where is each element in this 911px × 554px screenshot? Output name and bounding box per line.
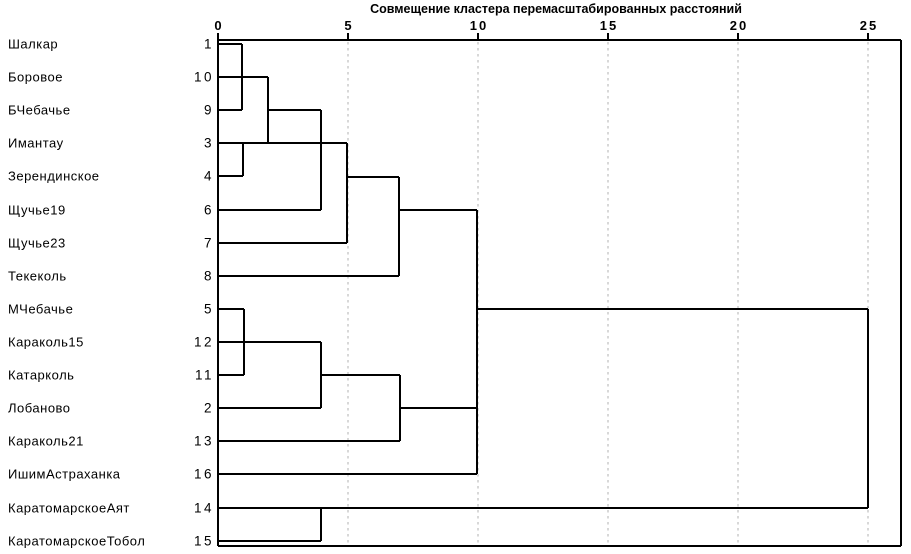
leaf-case-number: 10	[194, 70, 214, 85]
leaf-label: Имантау	[8, 136, 64, 151]
leaf-label: Щучье23	[8, 236, 66, 251]
leaf-case-number: 15	[194, 534, 214, 549]
leaf-case-number: 8	[204, 269, 214, 284]
leaf-case-number: 4	[204, 169, 214, 184]
leaf-case-number: 3	[204, 136, 214, 151]
leaf-label: Караколь21	[8, 434, 84, 449]
axis-frame-layer	[217, 33, 902, 547]
leaf-label: Шалкар	[8, 37, 58, 52]
leaf-case-number: 12	[194, 335, 214, 350]
axis-tick-label: 0	[214, 18, 223, 33]
axis-tick-label: 20	[730, 18, 748, 33]
leaf-case-number: 9	[204, 103, 214, 118]
leaf-label: КаратомарскоеТобол	[8, 534, 145, 549]
leaf-case-number: 1	[204, 37, 214, 52]
leaf-case-number: 7	[204, 236, 214, 251]
axis-tick-label: 5	[344, 18, 353, 33]
axis-tick-label: 25	[860, 18, 878, 33]
leaf-label: Катарколь	[8, 368, 74, 383]
leaf-case-number: 11	[195, 368, 214, 383]
leaf-label: Лобаново	[8, 401, 71, 416]
leaf-label: КаратомарскоеАят	[8, 501, 130, 516]
leaf-label: Щучье19	[8, 203, 66, 218]
gridlines-layer	[347, 42, 869, 545]
leaf-case-number: 6	[204, 203, 214, 218]
leaf-case-number: 14	[194, 501, 214, 516]
leaf-case-number: 16	[194, 467, 214, 482]
leaf-label: МЧебачье	[8, 302, 73, 317]
chart-title: Совмещение кластера перемасштабированных…	[370, 2, 742, 16]
labels-layer: Совмещение кластера перемасштабированных…	[8, 2, 878, 549]
axis-tick-label: 15	[600, 18, 618, 33]
leaf-label: БЧебачье	[8, 103, 71, 118]
leaf-case-number: 2	[204, 401, 214, 416]
dendrogram-lines-layer	[218, 43, 869, 542]
leaf-label: Текеколь	[8, 269, 67, 284]
leaf-label: Боровое	[8, 70, 63, 85]
leaf-label: ИшимАстраханка	[8, 467, 121, 482]
leaf-label: Караколь15	[8, 335, 84, 350]
axis-tick-label: 10	[470, 18, 488, 33]
leaf-label: Зерендинское	[8, 169, 100, 184]
leaf-case-number: 13	[194, 434, 214, 449]
leaf-case-number: 5	[204, 302, 214, 317]
